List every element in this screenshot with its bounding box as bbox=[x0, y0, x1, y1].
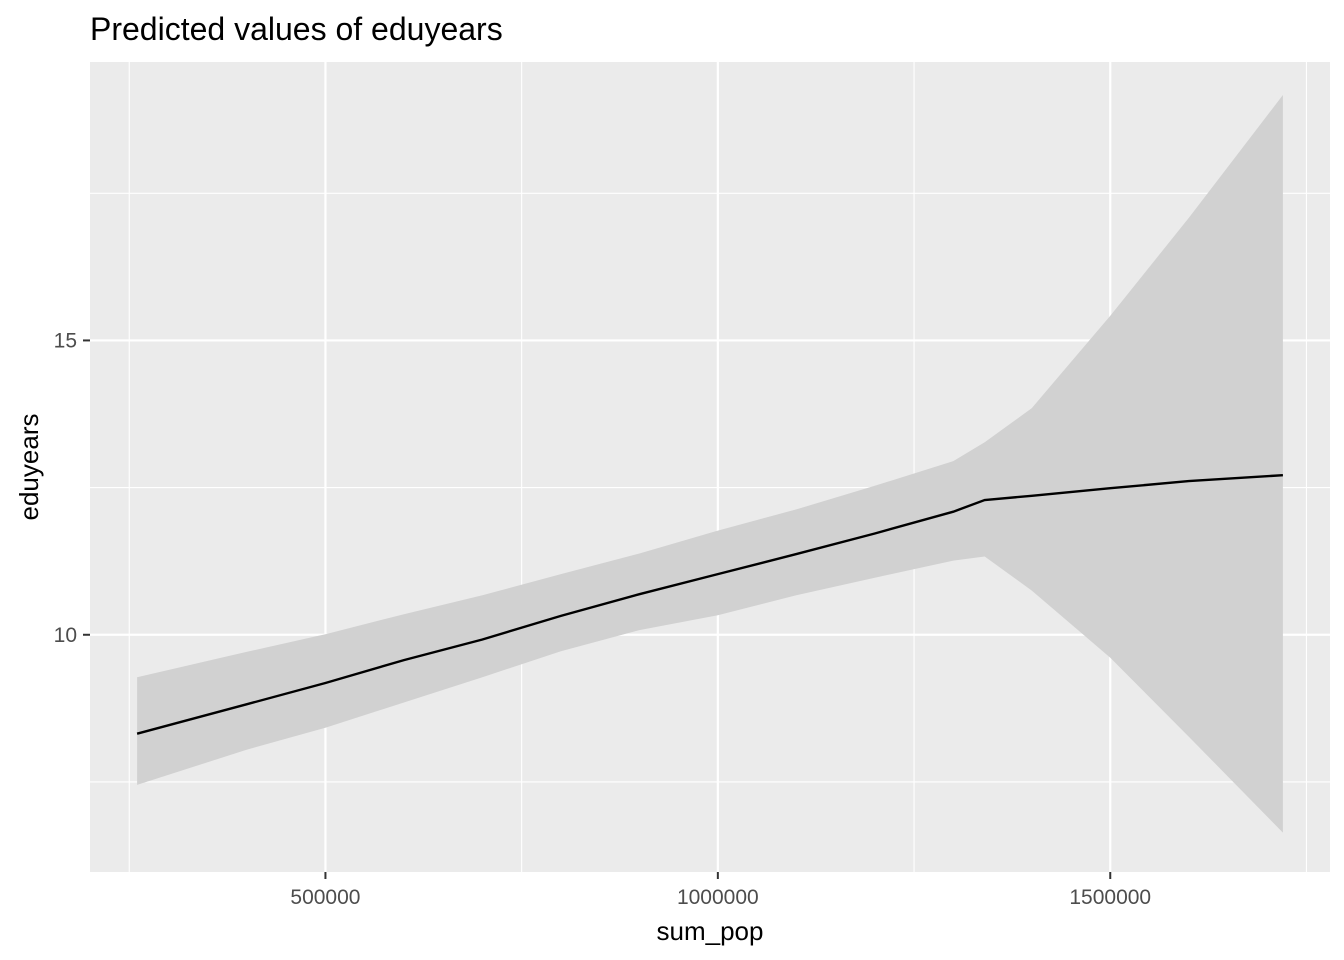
confidence-ribbon bbox=[137, 95, 1283, 833]
y-tick-label: 10 bbox=[54, 624, 77, 647]
x-tick-label: 500000 bbox=[290, 886, 360, 909]
y-axis: 10 15 bbox=[54, 329, 90, 647]
x-axis: 500000 1000000 1500000 bbox=[290, 872, 1151, 909]
prediction-line bbox=[136, 474, 1283, 735]
x-tick-label: 1000000 bbox=[677, 886, 759, 909]
x-axis-title: sum_pop bbox=[657, 916, 764, 946]
y-tick-label: 15 bbox=[54, 329, 77, 352]
chart-title: Predicted values of eduyears bbox=[90, 11, 503, 47]
y-axis-title: eduyears bbox=[14, 414, 44, 521]
x-tick-label: 1500000 bbox=[1069, 886, 1151, 909]
